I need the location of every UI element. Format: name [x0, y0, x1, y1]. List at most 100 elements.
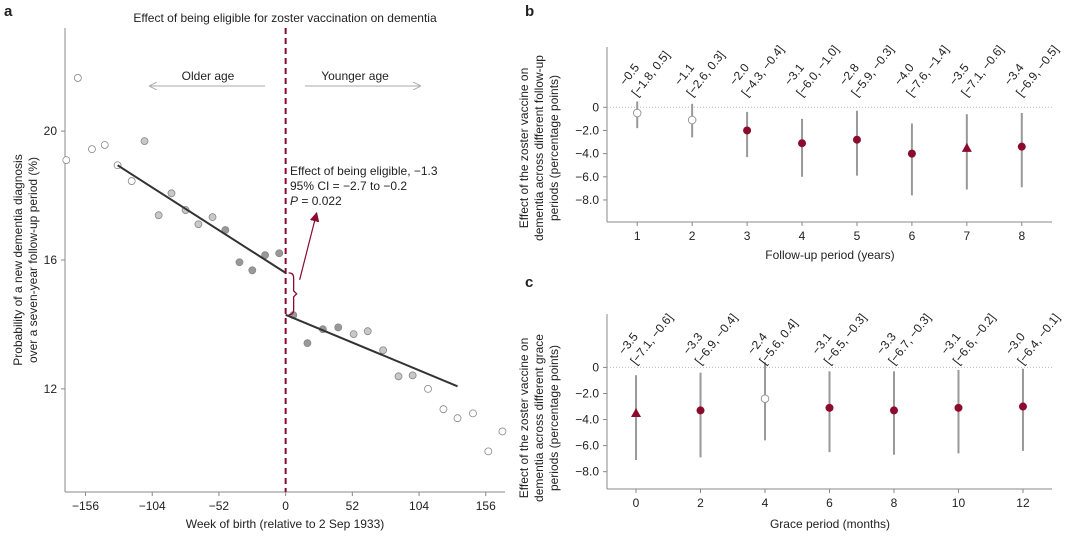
data-point [498, 427, 507, 436]
y-tick-label: 0 [592, 100, 599, 114]
y-axis-label-line: dementia across different grace [532, 334, 546, 502]
younger-age-label: Younger age [321, 69, 389, 83]
data-point [100, 141, 109, 149]
y-tick-label: 12 [44, 382, 58, 396]
data-point [248, 266, 257, 275]
data-point [275, 249, 284, 258]
annotation-effect: Effect of being eligible, −1.3 [290, 164, 438, 178]
panel-label-b: b [525, 3, 534, 20]
annotation-p-label: P [290, 194, 298, 208]
estimate-marker-open [687, 115, 697, 125]
estimate-marker-filled [798, 139, 807, 148]
older-age-label: Older age [182, 69, 235, 83]
data-point [62, 156, 71, 165]
y-tick-label: −8.0 [575, 465, 599, 479]
x-tick-label: 5 [854, 229, 861, 243]
y-axis-label: Effect of the zoster vaccine ondementia … [517, 55, 561, 241]
data-point [408, 371, 417, 380]
regression-line [285, 313, 458, 388]
effect-arrow [299, 211, 320, 280]
estimate-marker-filled [907, 149, 916, 158]
data-point [349, 330, 358, 339]
y-tick-label: −6.0 [575, 170, 599, 184]
data-point [235, 258, 244, 267]
chart-b-xlabel: Follow-up period (years) [765, 248, 894, 262]
y-axis-label-line: periods (percentage points) [547, 75, 561, 221]
y-axis-label: Probability of a new dementia diagnosiso… [11, 154, 40, 365]
annotation-ci: 95% CI = −2.7 to −0.2 [290, 179, 407, 193]
x-tick-label: 1 [634, 229, 641, 243]
panel-label-c: c [525, 274, 533, 291]
x-tick-label: 6 [909, 229, 916, 243]
data-point [453, 414, 462, 423]
x-tick-label: 8 [1018, 229, 1025, 243]
data-point [303, 339, 312, 348]
y-axis-label-line: periods (percentage points) [547, 345, 561, 491]
data-point [208, 213, 217, 222]
y-tick-label: 16 [44, 253, 58, 267]
x-tick-label: 10 [952, 496, 966, 510]
chart-c-xlabel: Grace period (months) [770, 517, 890, 531]
data-point [127, 177, 136, 185]
x-tick-label: 104 [409, 499, 429, 513]
y-tick-label: 0 [592, 360, 599, 374]
y-tick-label: −4.0 [575, 147, 599, 161]
annotation-p-value: = 0.022 [298, 194, 342, 208]
x-tick-label: 0 [633, 496, 640, 510]
x-tick-label: 2 [697, 496, 704, 510]
estimate-marker-filled [954, 403, 963, 412]
panel-label-a: a [4, 3, 13, 20]
data-point [363, 327, 372, 336]
chart-c: 0 −2.0 −4.0 −6.0 −8.0 0 2 4 6 8 10 12 Effect of the … [517, 311, 1063, 510]
y-tick-label: −4.0 [575, 413, 599, 427]
chart-a: −156 −104 −52 0 52 104 156 12 16 20 Probability of… [11, 28, 507, 513]
data-point [167, 189, 176, 198]
y-axis-label-line: dementia across different follow-up [532, 55, 546, 241]
estimate-marker-filled [825, 403, 834, 412]
estimate-marker-filled [1017, 142, 1026, 151]
x-tick-label: −52 [209, 499, 230, 513]
estimate-marker-filled [743, 126, 752, 135]
x-tick-label: 12 [1016, 496, 1030, 510]
data-point [439, 405, 448, 414]
estimate-marker-filled [889, 406, 898, 415]
x-tick-label: 0 [282, 499, 289, 513]
x-tick-label: 4 [799, 229, 806, 243]
y-tick-label: −6.0 [575, 439, 599, 453]
x-tick-label: −156 [72, 499, 99, 513]
y-tick-label: 20 [44, 124, 58, 138]
estimate-marker-open [632, 108, 642, 118]
chart-a-xlabel: Week of birth (relative to 2 Sep 1933) [186, 517, 385, 531]
estimate-marker-triangle [961, 142, 972, 152]
estimate-marker-filled [696, 406, 705, 415]
estimate-marker-filled [1018, 402, 1027, 411]
effect-brace [288, 272, 298, 316]
estimate-marker-open [760, 394, 770, 403]
chart-b: 0 −2.0 −4.0 −6.0 −8.0 1 2 3 4 5 6 7 8 Effect of the z… [517, 43, 1062, 243]
y-tick-label: −8.0 [575, 193, 599, 207]
y-axis-label-line: Probability of a new dementia diagnosis [11, 154, 25, 365]
data-point [424, 384, 432, 393]
data-point [154, 211, 163, 220]
chart-a-title: Effect of being eligible for zoster vacc… [133, 11, 437, 25]
x-tick-label: 8 [891, 496, 898, 510]
y-tick-label: −2.0 [575, 123, 599, 137]
x-tick-label: 52 [346, 499, 360, 513]
data-point [194, 220, 203, 229]
y-axis-label-line: Effect of the zoster vaccine on [517, 338, 531, 499]
data-point [88, 145, 96, 154]
data-point [73, 74, 82, 82]
y-axis-label: Effect of the zoster vaccine ondementia … [517, 334, 561, 502]
y-axis-label-line: Effect of the zoster vaccine on [517, 68, 531, 229]
data-point [469, 409, 477, 418]
estimate-marker-triangle [631, 408, 642, 418]
data-point [334, 323, 343, 332]
y-tick-label: −2.0 [575, 386, 599, 400]
x-tick-label: 3 [744, 229, 751, 243]
regression-line [117, 164, 287, 274]
data-point [379, 346, 388, 355]
x-tick-label: −104 [139, 499, 166, 513]
data-point [140, 137, 149, 146]
x-tick-label: 156 [476, 499, 496, 513]
